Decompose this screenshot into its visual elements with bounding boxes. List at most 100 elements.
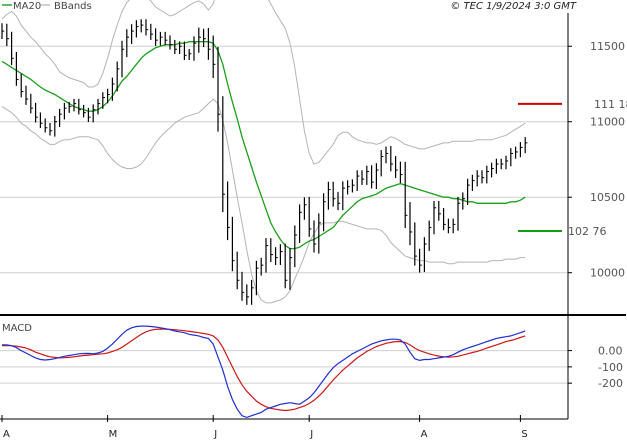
price-bar (44, 118, 48, 133)
price-bar (452, 218, 456, 234)
macd-tick-label: 0.00 (598, 345, 623, 358)
price-bar (78, 98, 81, 115)
price-bar (471, 174, 475, 191)
resistance-label: 111 18 (594, 98, 627, 111)
price-bar (183, 41, 187, 61)
price-bar (423, 237, 427, 273)
price-bar (337, 191, 341, 211)
price-bar (222, 96, 225, 213)
price-bar (289, 248, 293, 290)
price-bar (327, 181, 331, 210)
price-bar (39, 112, 43, 128)
price-bar (265, 238, 269, 273)
price-bar (270, 238, 273, 262)
price-bar (126, 29, 129, 58)
ma20-line (1, 41, 526, 250)
price-bar (169, 35, 173, 50)
price-bar (399, 161, 403, 184)
price-bar (380, 150, 384, 177)
price-bar (121, 40, 125, 78)
macd-signal-line (2, 328, 526, 412)
price-bar (203, 28, 206, 48)
price-bar (491, 162, 494, 178)
price-bar (342, 181, 345, 211)
price-bars (1, 19, 528, 305)
price-bar (159, 31, 163, 46)
price-bar (404, 161, 408, 229)
price-bar (174, 39, 177, 54)
price-bar (505, 155, 509, 170)
price-bar (318, 213, 321, 254)
price-bar (68, 101, 72, 113)
price-bar (351, 179, 355, 193)
price-bar (179, 41, 182, 54)
price-bar (241, 271, 245, 301)
price-bar (34, 102, 38, 123)
price-bar (15, 51, 19, 86)
price-bar (116, 61, 120, 92)
x-tick-label: A (3, 429, 10, 440)
price-bar (443, 208, 446, 231)
price-bar (524, 137, 528, 154)
price-grid (0, 45, 568, 274)
credit-text: © TEC 1/9/2024 3:0 GMT (450, 1, 577, 12)
x-tick-label: J (213, 429, 217, 440)
macd-tick-label: -200 (598, 377, 623, 390)
price-bar (390, 146, 393, 172)
price-bar (414, 222, 417, 266)
price-bar (467, 178, 470, 206)
price-bar (131, 24, 134, 45)
price-bar (73, 98, 77, 112)
price-bar (11, 31, 14, 66)
price-bar (514, 146, 518, 159)
price-bar (303, 197, 307, 220)
price-bar (457, 196, 461, 231)
price-bar (375, 163, 379, 189)
macd-tick-label: -100 (598, 361, 623, 374)
lower-band-line (1, 98, 526, 304)
upper-band-line (1, 0, 526, 165)
price-bar (251, 279, 254, 305)
price-bar (102, 92, 105, 109)
price-tick-label: 11500 (590, 40, 625, 53)
price-bar (510, 148, 513, 167)
price-bar (1, 23, 5, 40)
price-bar (150, 23, 153, 40)
price-bar (486, 165, 489, 184)
price-bar (385, 146, 389, 164)
price-bar (433, 200, 437, 235)
price-bar (356, 170, 360, 191)
price-bar (54, 115, 57, 137)
price-bar (135, 20, 139, 38)
price-bar (92, 104, 96, 123)
price-bar (500, 158, 504, 170)
price-bar (323, 193, 326, 232)
price-bar (308, 196, 312, 237)
price-bar (82, 104, 86, 118)
price-bar (347, 180, 350, 195)
price-bar (447, 218, 451, 234)
price-bar (409, 202, 413, 246)
x-tick-label: J (309, 429, 313, 440)
price-tick-label: 10500 (590, 191, 625, 204)
bbands-legend-label: BBands (54, 1, 92, 12)
price-bar (188, 49, 192, 61)
x-tick-label: M (109, 429, 118, 440)
price-bar (371, 165, 374, 189)
price-bar (366, 165, 369, 185)
price-bar (462, 192, 465, 210)
price-bar (6, 23, 9, 47)
price-bar (193, 36, 197, 61)
price-bar (495, 158, 499, 174)
price-bar (481, 170, 485, 184)
price-bar (20, 73, 24, 98)
price-bar (428, 220, 432, 251)
price-bar (519, 142, 523, 158)
price-bar (275, 247, 278, 266)
price-bar (97, 98, 101, 115)
price-bar (419, 248, 422, 273)
macd-line (2, 325, 526, 419)
price-bar (294, 225, 297, 268)
price-bar (106, 88, 110, 104)
